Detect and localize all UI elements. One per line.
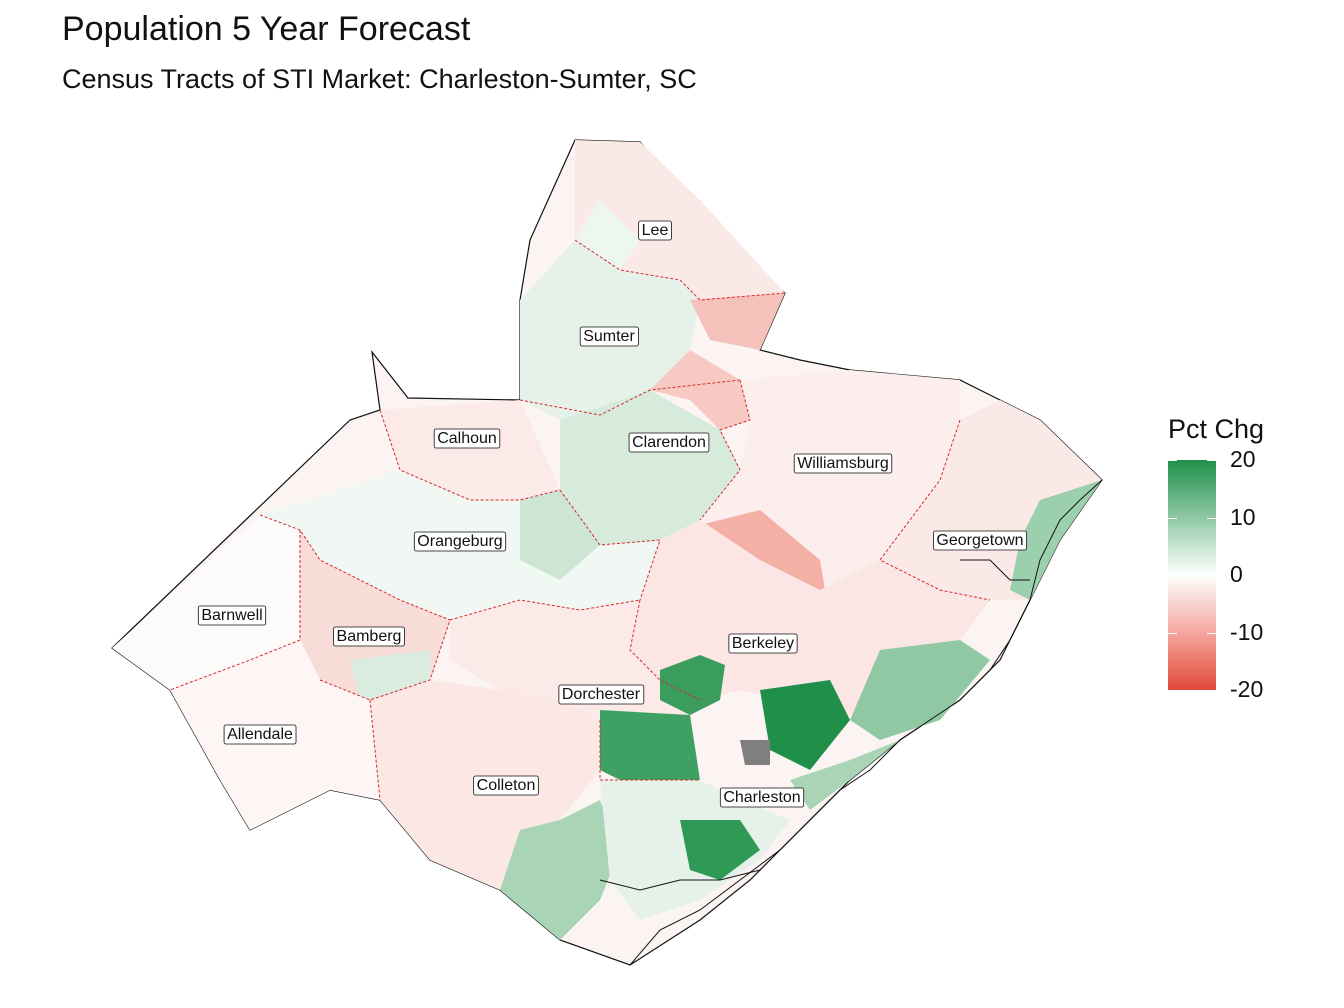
tract-fills <box>111 139 1103 966</box>
county-label-box <box>473 775 539 796</box>
county-label-text: Sumter <box>583 328 635 345</box>
county-label-box <box>933 530 1027 551</box>
county-label-box <box>628 432 710 453</box>
county-label-calhoun: Calhoun <box>433 428 501 449</box>
county-label-box <box>638 220 672 241</box>
county-label-text: Charleston <box>723 789 800 806</box>
county-label-box <box>433 428 501 449</box>
county-label-box <box>579 326 639 347</box>
county-label-orangeburg: Orangeburg <box>413 531 507 552</box>
legend-title: Pct Chg <box>1168 414 1265 444</box>
county-label-sumter: Sumter <box>579 326 639 347</box>
county-label-text: Berkeley <box>732 635 794 652</box>
county-label-text: Lee <box>642 222 669 239</box>
county-label-text: Barnwell <box>201 607 262 624</box>
county-label-allendale: Allendale <box>223 724 297 745</box>
county-label-box <box>197 605 267 626</box>
county-label-box <box>413 531 507 552</box>
legend-label: -20 <box>1230 676 1264 702</box>
county-label-text: Clarendon <box>632 434 706 451</box>
county-label-georgetown: Georgetown <box>933 530 1027 551</box>
county-label-bamberg: Bamberg <box>333 626 405 647</box>
county-label-box <box>223 724 297 745</box>
county-label-box <box>333 626 405 647</box>
map-subtitle: Census Tracts of STI Market: Charleston-… <box>62 64 697 94</box>
county-label-text: Orangeburg <box>417 533 502 550</box>
map-title: Population 5 Year Forecast <box>62 10 471 48</box>
county-label-lee: Lee <box>638 220 672 241</box>
county-label-charleston: Charleston <box>719 787 805 808</box>
county-label-colleton: Colleton <box>473 775 539 796</box>
county-label-text: Bamberg <box>337 628 402 645</box>
coastline <box>599 479 1103 966</box>
county-label-barnwell: Barnwell <box>197 605 267 626</box>
county-label-text: Allendale <box>227 726 293 743</box>
county-label-text: Calhoun <box>437 430 497 447</box>
county-label-box <box>728 633 798 654</box>
county-label-box <box>558 684 645 705</box>
county-label-box <box>793 453 893 474</box>
legend-label: 10 <box>1230 503 1256 530</box>
county-label-dorchester: Dorchester <box>558 684 645 705</box>
county-label-text: Colleton <box>477 777 536 794</box>
county-label-berkeley: Berkeley <box>728 633 798 654</box>
county-label-text: Georgetown <box>936 532 1023 549</box>
county-labels: Lee Sumter Calhoun Clarendon Williamsburg Ora… <box>197 220 1027 808</box>
county-label-clarendon: Clarendon <box>628 432 710 453</box>
county-label-text: Williamsburg <box>797 455 889 472</box>
county-boundaries <box>169 239 991 801</box>
county-label-text: Dorchester <box>562 686 641 703</box>
legend-label: 20 <box>1230 446 1256 472</box>
legend-label: 0 <box>1230 561 1243 587</box>
county-label-williamsburg: Williamsburg <box>793 453 893 474</box>
legend-label: -10 <box>1230 618 1264 645</box>
county-label-box <box>719 787 805 808</box>
